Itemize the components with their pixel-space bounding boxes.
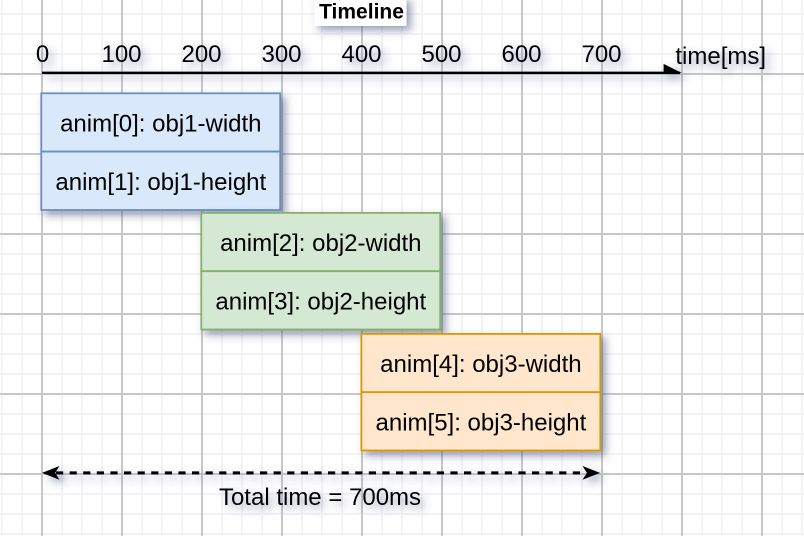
- svg-text:0: 0: [36, 41, 49, 68]
- svg-text:400: 400: [341, 41, 381, 68]
- svg-text:300: 300: [261, 41, 301, 68]
- svg-text:Timeline: Timeline: [319, 1, 404, 24]
- svg-text:anim[1]: obj1-height: anim[1]: obj1-height: [55, 169, 266, 196]
- svg-text:200: 200: [181, 41, 221, 68]
- svg-text:500: 500: [421, 41, 461, 68]
- svg-text:Total time = 700ms: Total time = 700ms: [219, 484, 421, 511]
- svg-text:anim[4]: obj3-width: anim[4]: obj3-width: [380, 351, 581, 378]
- svg-text:anim[2]: obj2-width: anim[2]: obj2-width: [220, 230, 421, 257]
- svg-text:anim[5]: obj3-height: anim[5]: obj3-height: [376, 409, 587, 436]
- svg-text:anim[3]: obj2-height: anim[3]: obj2-height: [215, 288, 426, 315]
- svg-text:600: 600: [501, 41, 541, 68]
- svg-text:time[ms]: time[ms]: [675, 43, 766, 70]
- svg-text:anim[0]: obj1-width: anim[0]: obj1-width: [60, 110, 261, 137]
- svg-text:100: 100: [101, 41, 141, 68]
- svg-text:700: 700: [581, 41, 621, 68]
